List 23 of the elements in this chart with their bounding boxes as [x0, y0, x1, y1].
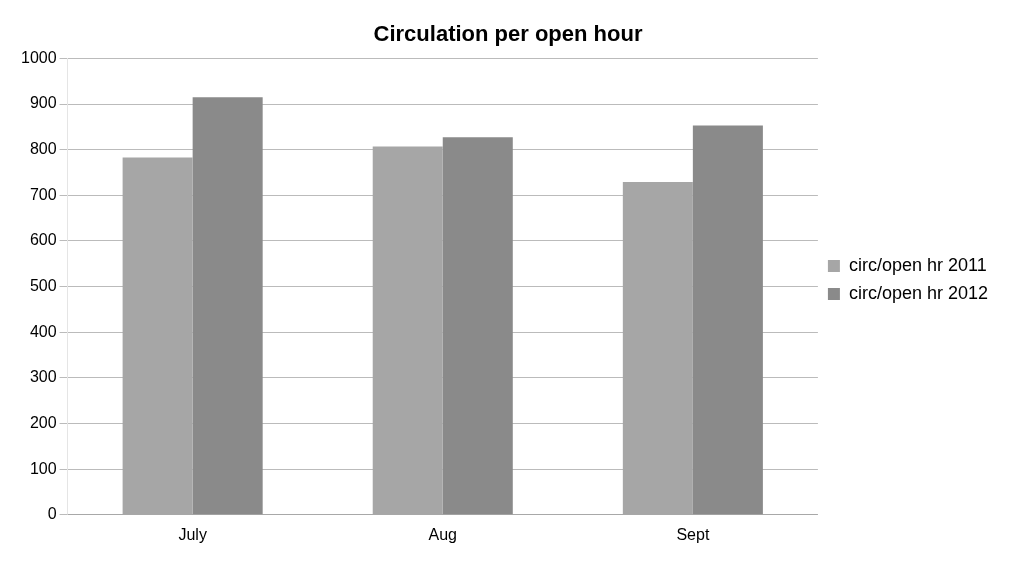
bar [442, 137, 513, 515]
chart-title: Circulation per open hour [373, 21, 643, 47]
bar [622, 182, 693, 515]
y-tick-label: 500 [29, 277, 57, 295]
y-tick-label: 300 [29, 368, 57, 386]
y-tick-label: 100 [29, 459, 57, 477]
bar [192, 97, 263, 515]
bar [692, 125, 763, 515]
legend-label: circ/open hr 2011 [848, 254, 987, 275]
bar [372, 146, 443, 515]
x-tick-label: July [178, 525, 207, 543]
y-tick-label: 900 [29, 94, 57, 112]
x-tick-label: Aug [428, 525, 457, 543]
legend-label: circ/open hr 2012 [848, 282, 989, 303]
y-tick-label: 0 [47, 505, 57, 523]
y-tick-label: 600 [29, 231, 57, 249]
y-tick-label: 800 [29, 140, 57, 158]
y-tick-label: 200 [29, 413, 57, 431]
y-tick-label: 700 [29, 185, 57, 203]
y-tick-label: 1000 [21, 48, 57, 66]
bar [122, 157, 193, 515]
x-tick-label: Sept [676, 525, 710, 543]
y-tick-label: 400 [29, 322, 57, 340]
